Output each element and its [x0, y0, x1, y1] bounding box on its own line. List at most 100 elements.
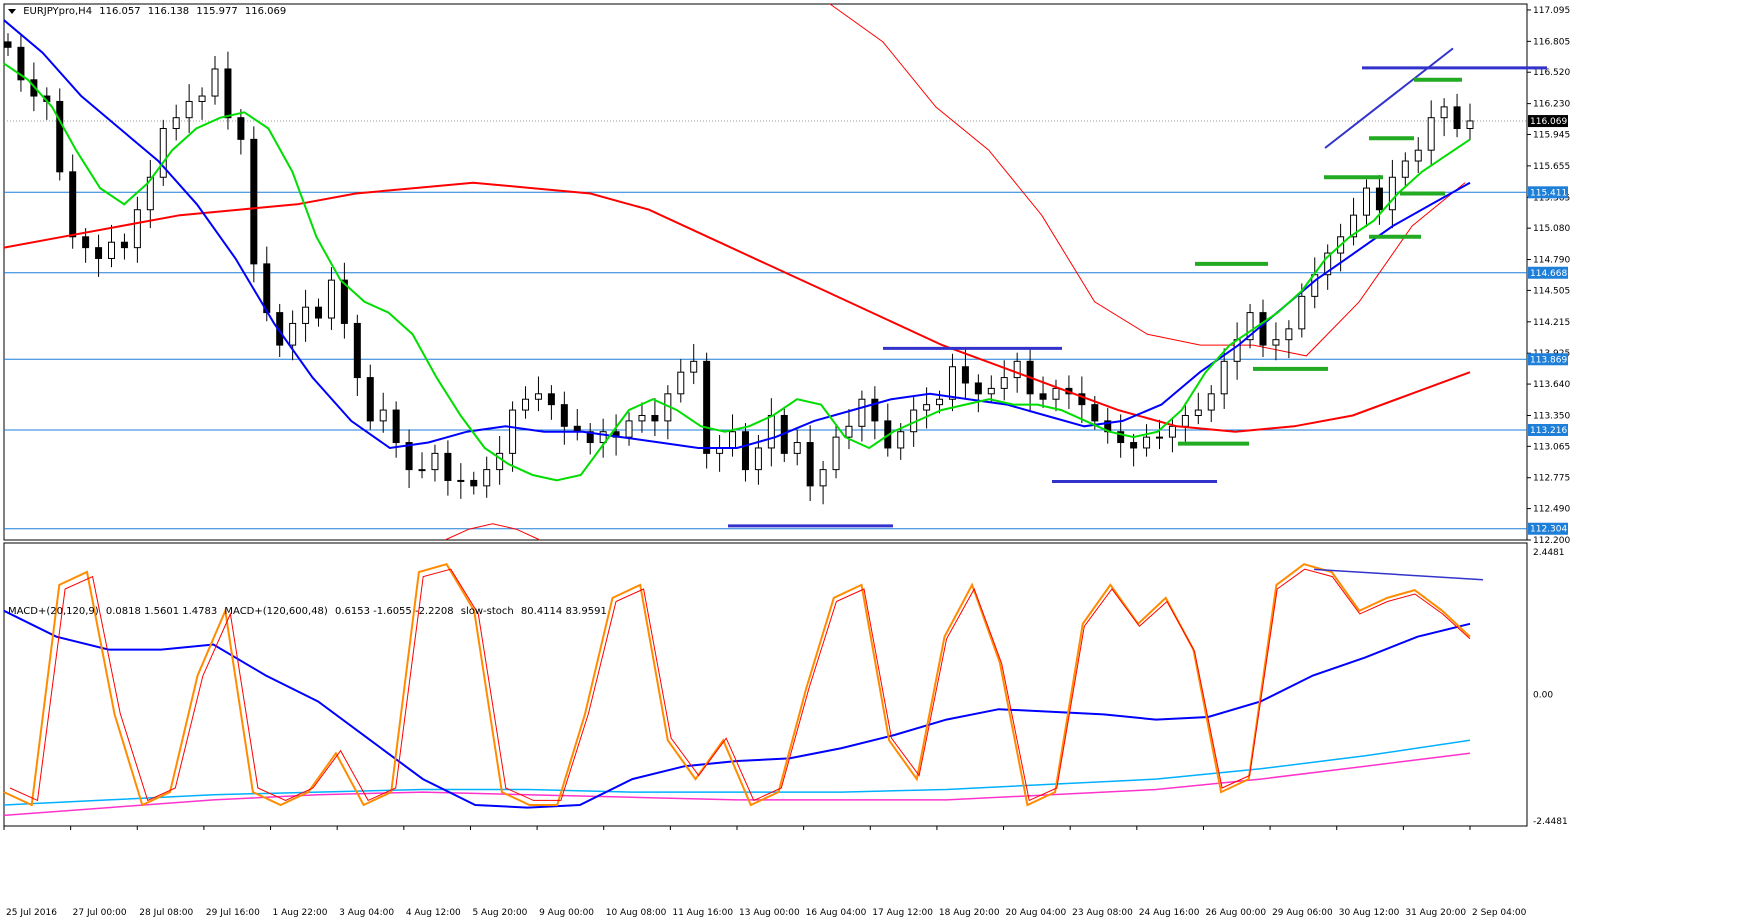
envelope-lower-line — [444, 523, 541, 541]
macd-blue-line — [3, 609, 1471, 809]
candle-body — [1285, 328, 1293, 341]
price-tick-label: 115.080 — [1533, 224, 1570, 234]
level-price-tag — [1528, 522, 1568, 535]
candle-body — [1259, 312, 1267, 346]
candle-body — [509, 409, 517, 454]
candle-body — [1000, 377, 1008, 389]
candle-body — [496, 452, 504, 471]
candle-body — [211, 68, 219, 97]
candle-body — [146, 176, 154, 211]
macd1-name: MACD+(20,120,9) — [8, 606, 99, 617]
candle-body — [1272, 339, 1280, 346]
rising-trend-line[interactable] — [1324, 47, 1454, 149]
candle-body — [1039, 393, 1047, 400]
level-price-label: 112.304 — [1530, 525, 1567, 535]
candle-body — [431, 452, 439, 471]
indicator-header: MACD+(20,120,9) 0.0818 1.5601 1.4783 MAC… — [8, 606, 611, 617]
candle-body — [159, 128, 167, 178]
time-axis-label: 26 Aug 00:00 — [1205, 908, 1266, 918]
candle-body — [1130, 442, 1138, 449]
stoch-values: 80.4114 83.9591 — [520, 606, 607, 617]
macd2-name: MACD+(120,600,48) — [224, 606, 328, 617]
candle-body — [1220, 360, 1228, 395]
candle-body — [1143, 436, 1151, 449]
price-tick-label: 113.065 — [1533, 442, 1570, 452]
candle-body — [534, 393, 542, 400]
price-tick-label: 114.215 — [1533, 318, 1570, 328]
candle-body — [793, 442, 801, 454]
time-axis-label: 25 Jul 2016 — [6, 908, 57, 918]
green-ema-line — [3, 62, 1471, 482]
candle-body — [651, 414, 659, 422]
candle-body — [547, 393, 555, 406]
candle-body — [677, 371, 685, 395]
dropdown-triangle-icon[interactable] — [8, 8, 16, 14]
candle-body — [1181, 414, 1189, 427]
current-price-tag — [1528, 115, 1568, 128]
time-axis-label: 30 Aug 12:00 — [1339, 908, 1400, 918]
candle-body — [1155, 436, 1163, 439]
high-value: 116.138 — [147, 6, 190, 17]
price-tick-label: 115.655 — [1533, 162, 1570, 172]
candle-body — [1078, 393, 1086, 406]
price-tick-label: 112.490 — [1533, 505, 1570, 515]
price-tick-label: 114.790 — [1533, 256, 1570, 266]
candle-body — [470, 479, 478, 487]
candle-body — [353, 322, 361, 379]
candle-body — [936, 398, 944, 406]
time-axis-label: 11 Aug 16:00 — [672, 908, 733, 918]
candle-body — [1013, 360, 1021, 379]
main-price-pane[interactable] — [3, 3, 1528, 541]
candle-body — [1453, 106, 1461, 130]
level-price-label: 113.216 — [1530, 426, 1567, 436]
time-axis-label: 31 Aug 20:00 — [1405, 908, 1466, 918]
time-axis-label: 28 Jul 08:00 — [139, 908, 193, 918]
candle-body — [974, 382, 982, 395]
divergence-trend-line[interactable] — [1313, 568, 1484, 581]
candle-body — [237, 117, 245, 140]
candle-body — [133, 209, 141, 249]
candle-body — [185, 100, 193, 119]
candle-body — [108, 241, 116, 259]
time-axis-label: 23 Aug 08:00 — [1072, 908, 1133, 918]
candle-body — [289, 322, 297, 346]
candle-body — [690, 360, 698, 373]
candle-body — [17, 46, 25, 81]
candle-body — [379, 409, 387, 422]
candle-body — [625, 420, 633, 438]
candle-body — [871, 398, 879, 422]
candle-body — [1324, 252, 1332, 276]
candle-body — [250, 138, 258, 265]
time-axis-label: 5 Aug 20:00 — [472, 908, 527, 918]
candle-body — [483, 469, 491, 487]
candle-body — [1388, 176, 1396, 211]
time-axis-label: 29 Jul 16:00 — [206, 908, 260, 918]
price-tick-label: 113.350 — [1533, 411, 1570, 421]
stoch-name: slow-stoch — [460, 606, 514, 617]
symbol-label: EURJPYpro,H4 — [23, 6, 93, 17]
candle-body — [948, 366, 956, 400]
time-axis-label: 9 Aug 00:00 — [539, 908, 594, 918]
candle-body — [302, 306, 310, 324]
candle-body — [767, 414, 775, 449]
indicator-axis-label: 2.4481 — [1533, 548, 1565, 558]
indicator-pane[interactable] — [3, 542, 1528, 827]
candle-body — [444, 452, 452, 481]
indicator-axis-label: 0.00 — [1533, 691, 1553, 701]
level-price-label: 113.869 — [1530, 355, 1567, 365]
time-axis-label: 17 Aug 12:00 — [872, 908, 933, 918]
level-price-tag — [1528, 423, 1568, 436]
candle-body — [1466, 120, 1474, 130]
price-tick-label: 112.775 — [1533, 474, 1570, 484]
candle-body — [1427, 117, 1435, 151]
current-price-label: 116.069 — [1530, 117, 1567, 127]
candle-body — [729, 431, 737, 449]
blue-moving-average-line — [3, 19, 1471, 450]
candle-body — [1194, 409, 1202, 416]
price-tick-label: 116.520 — [1533, 68, 1570, 78]
price-tick-label: 116.230 — [1533, 100, 1570, 110]
candle-body — [638, 414, 646, 422]
price-tick-label: 117.095 — [1533, 6, 1570, 16]
stochastic-main-line — [3, 563, 1471, 807]
